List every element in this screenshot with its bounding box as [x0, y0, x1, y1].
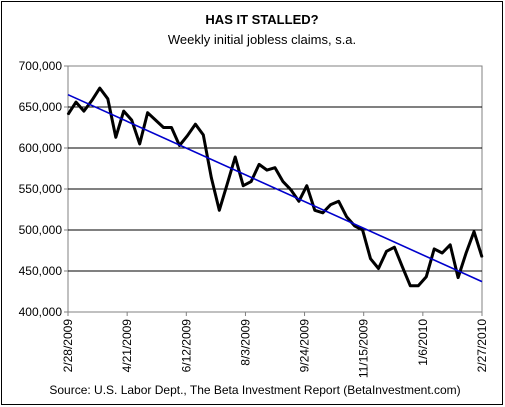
x-tick-label-2: 6/12/2009 [179, 319, 193, 373]
x-tick-label-7: 2/27/2010 [475, 319, 489, 373]
claims-point-10 [146, 111, 149, 114]
y-tick-label-6: 700,000 [19, 59, 63, 73]
claims-point-11 [154, 119, 157, 121]
claims-point-38 [369, 257, 372, 260]
claims-point-22 [242, 184, 244, 187]
claims-point-6 [114, 136, 117, 139]
claims-point-40 [385, 250, 388, 253]
x-tick-label-4: 9/24/2009 [298, 319, 312, 373]
gridlines [68, 106, 482, 272]
x-axis-ticks: 2/28/2009 4/21/2009 6/12/2009 8/3/2009 9/24/… [61, 312, 489, 378]
claims-point-4 [99, 87, 101, 89]
claims-point-47 [441, 252, 443, 254]
y-axis-ticks: 400,000 450,000 500,000 550,000 600,000 650,0… [19, 59, 68, 319]
claims-point-27 [282, 180, 284, 183]
claims-point-28 [290, 189, 292, 191]
claims-point-25 [266, 169, 268, 171]
x-tick-label-1: 4/21/2009 [120, 319, 134, 373]
claims-point-33 [329, 203, 332, 206]
claims-point-15 [186, 134, 189, 137]
x-tick-label-3: 8/3/2009 [238, 319, 252, 366]
claims-point-12 [162, 126, 165, 129]
claims-point-42 [401, 266, 404, 268]
chart-title: HAS IT STALLED? [205, 12, 318, 27]
claims-point-45 [425, 275, 428, 278]
claims-point-5 [107, 98, 109, 100]
y-tick-label-0: 400,000 [19, 305, 63, 319]
claims-point-36 [353, 225, 356, 227]
claims-point-20 [226, 183, 229, 185]
claims-point-41 [393, 246, 396, 249]
y-tick-label-3: 550,000 [19, 182, 63, 196]
claims-point-8 [130, 119, 133, 121]
trend-line [67, 93, 483, 283]
claims-point-51 [473, 230, 475, 233]
claims-point-21 [234, 156, 236, 158]
claims-point-13 [170, 126, 173, 129]
claims-point-18 [210, 176, 213, 179]
claims-point-9 [138, 143, 141, 145]
claims-point-3 [91, 99, 93, 102]
claims-point-39 [377, 267, 380, 270]
claims-point-7 [122, 110, 125, 112]
claims-point-50 [465, 252, 467, 254]
claims-point-24 [258, 163, 260, 166]
claims-point-49 [457, 276, 459, 279]
claims-point-52 [481, 256, 483, 258]
claims-point-23 [250, 180, 252, 183]
x-tick-label-0: 2/28/2009 [61, 319, 75, 373]
y-tick-label-1: 450,000 [19, 264, 63, 278]
claims-point-32 [321, 211, 324, 214]
data-series [66, 86, 484, 288]
claims-point-37 [361, 229, 364, 231]
y-tick-label-2: 500,000 [19, 223, 63, 237]
claims-point-46 [433, 248, 436, 250]
claims-point-30 [306, 184, 308, 187]
claims-point-31 [314, 209, 316, 212]
claims-point-44 [417, 284, 420, 287]
claims-point-43 [409, 284, 412, 287]
claims-point-1 [75, 101, 77, 103]
y-tick-label-4: 600,000 [19, 141, 63, 155]
y-tick-label-5: 650,000 [19, 100, 63, 114]
claims-point-17 [202, 134, 205, 136]
x-tick-label-5: 11/15/2009 [357, 319, 371, 378]
claims-point-35 [345, 216, 348, 218]
claims-point-34 [337, 200, 340, 203]
x-tick-label-6: 1/6/2010 [416, 319, 430, 366]
claims-point-0 [67, 113, 69, 116]
claims-point-19 [218, 209, 221, 212]
source-note: Source: U.S. Labor Dept., The Beta Inves… [49, 383, 460, 397]
claims-point-16 [194, 123, 197, 126]
claims-point-48 [449, 243, 451, 246]
chart-subtitle: Weekly initial jobless claims, s.a. [168, 32, 356, 47]
claims-point-2 [83, 110, 85, 112]
claims-point-26 [274, 166, 276, 169]
claims-point-29 [298, 200, 300, 203]
